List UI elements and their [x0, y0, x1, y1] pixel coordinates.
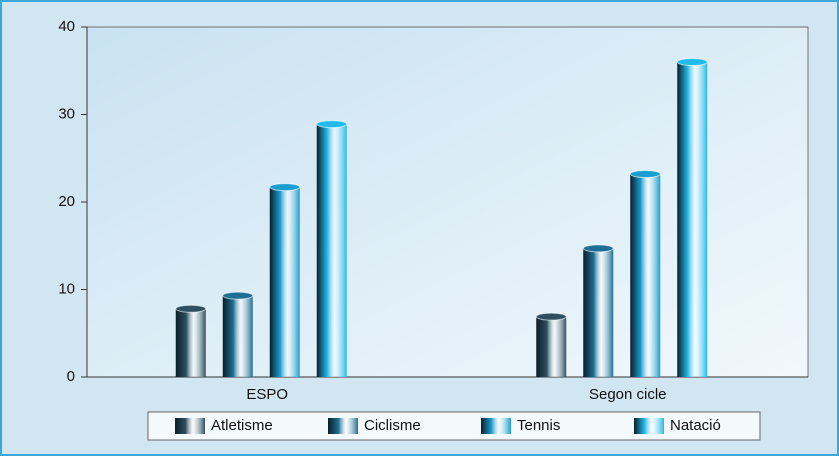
bar	[536, 316, 567, 377]
legend-label: Tennis	[517, 417, 560, 434]
bar-cap	[676, 58, 708, 66]
bar-cap	[629, 170, 661, 178]
y-tick-label: 10	[58, 280, 75, 297]
bar	[175, 308, 206, 377]
legend-swatch	[634, 418, 664, 434]
y-tick-label: 40	[58, 18, 75, 35]
x-tick-label: Segon cicle	[589, 386, 667, 403]
bar	[222, 295, 253, 377]
bar-cap	[582, 244, 614, 253]
y-tick-label: 30	[58, 105, 75, 122]
bar-cap	[222, 291, 254, 300]
legend-swatch	[481, 418, 511, 434]
legend-label: Natació	[670, 417, 721, 434]
bar-cap	[316, 120, 348, 129]
legend-swatch	[175, 418, 205, 434]
y-tick-label: 20	[58, 193, 75, 210]
bar	[269, 187, 300, 377]
bar	[316, 124, 347, 377]
bar	[583, 248, 614, 377]
y-tick-label: 0	[67, 368, 75, 385]
bar-cap	[269, 183, 301, 192]
bar-cap	[535, 312, 567, 321]
x-tick-label: ESPO	[246, 386, 288, 403]
bar	[630, 174, 661, 377]
bar-cap	[175, 304, 207, 313]
legend-label: Ciclisme	[364, 417, 421, 434]
legend-swatch	[328, 418, 358, 434]
bar	[677, 62, 708, 377]
legend-label: Atletisme	[211, 417, 273, 434]
